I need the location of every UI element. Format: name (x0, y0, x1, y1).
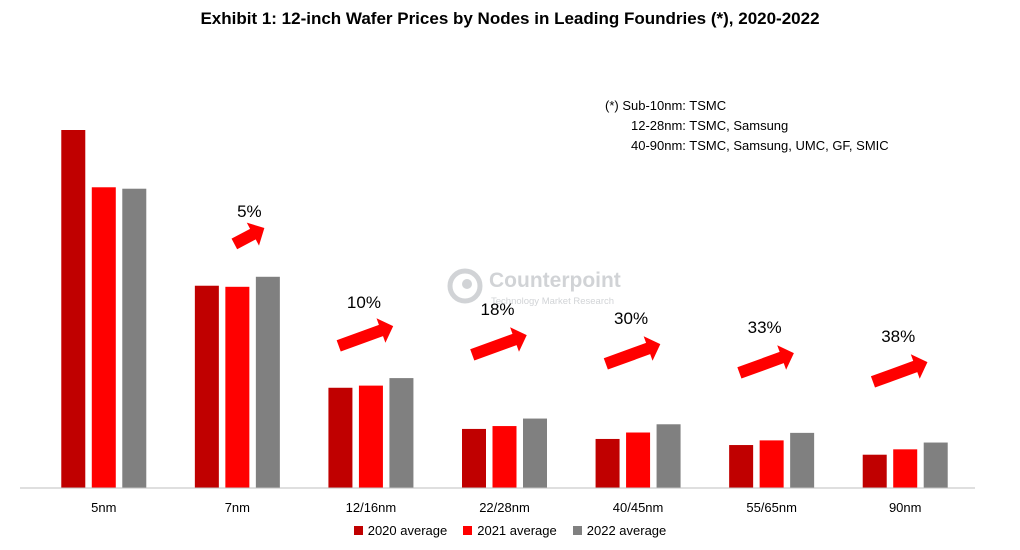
x-tick-label: 90nm (889, 500, 922, 515)
bar-22-28nm-2021 (492, 426, 517, 488)
growth-arrow-icon (603, 336, 661, 370)
bar-12-16nm-2020 (328, 387, 353, 488)
x-tick-label: 5nm (91, 500, 116, 515)
growth-arrow-icon (737, 345, 794, 379)
growth-label: 18% (480, 300, 514, 319)
bar-55-65nm-2022 (790, 432, 815, 488)
growth-arrow-icon (336, 318, 394, 352)
x-tick-label: 55/65nm (746, 500, 797, 515)
chart-legend: 2020 average 2021 average 2022 average (0, 523, 1020, 538)
foundry-note: (*) Sub-10nm: TSMC 12-28nm: TSMC, Samsun… (605, 96, 889, 156)
legend-swatch (463, 526, 473, 535)
legend-item: 2022 average (572, 523, 667, 538)
legend-swatch (353, 526, 363, 535)
x-tick-label: 12/16nm (346, 500, 397, 515)
legend-label: 2022 average (586, 523, 667, 538)
growth-label: 10% (347, 293, 381, 312)
bar-7nm-2022 (255, 276, 280, 488)
x-tick-label: 22/28nm (479, 500, 530, 515)
bar-55-65nm-2021 (759, 440, 784, 488)
bar-22-28nm-2020 (462, 428, 486, 488)
growth-arrow-icon (870, 354, 928, 388)
legend-item: 2021 average (463, 523, 557, 538)
bar-7nm-2021 (225, 286, 250, 488)
bar-90nm-2022 (923, 442, 948, 488)
legend-label: 2021 average (477, 523, 557, 538)
wafer-price-chart: 5nm 7nm 5% 12/16nm 10% 22/28nm 18% 40/45nm 30% 55… (20, 130, 975, 515)
note-line-3: 40-90nm: TSMC, Samsung, UMC, GF, SMIC (631, 138, 889, 153)
bar-5nm-2022 (122, 188, 147, 488)
bar-90nm-2021 (893, 449, 918, 488)
growth-label: 5% (237, 202, 262, 221)
bar-22-28nm-2022 (523, 418, 547, 488)
note-line-1: (*) Sub-10nm: TSMC (605, 98, 727, 113)
counterpoint-logo-icon (447, 268, 483, 304)
bar-90nm-2020 (862, 454, 887, 488)
x-tick-label: 40/45nm (613, 500, 664, 515)
watermark-subtitle: Technology Market Research (491, 296, 615, 307)
bar-7nm-2020 (194, 285, 219, 488)
bar-12-16nm-2021 (358, 385, 383, 488)
bar-5nm-2020 (61, 130, 86, 488)
legend-swatch (572, 526, 582, 535)
growth-arrow-icon (231, 222, 265, 250)
bar-5nm-2021 (91, 187, 116, 488)
growth-label: 38% (881, 327, 915, 346)
note-line-2: 12-28nm: TSMC, Samsung (631, 118, 789, 133)
bar-40-45nm-2020 (595, 438, 620, 488)
growth-label: 30% (614, 309, 648, 328)
bar-55-65nm-2020 (729, 445, 754, 488)
growth-arrow-icon (470, 327, 527, 361)
chart-title: Exhibit 1: 12-inch Wafer Prices by Nodes… (200, 9, 820, 28)
x-tick-label: 7nm (225, 500, 250, 515)
counterpoint-watermark: Counterpoint Technology Market Research (447, 268, 621, 309)
legend-item: 2020 average (353, 523, 448, 538)
bar-40-45nm-2021 (626, 432, 651, 488)
growth-label: 33% (748, 318, 782, 337)
legend-label: 2020 average (367, 523, 448, 538)
watermark-name: Counterpoint (489, 269, 621, 292)
bar-40-45nm-2022 (656, 424, 681, 488)
bar-12-16nm-2022 (389, 378, 414, 488)
